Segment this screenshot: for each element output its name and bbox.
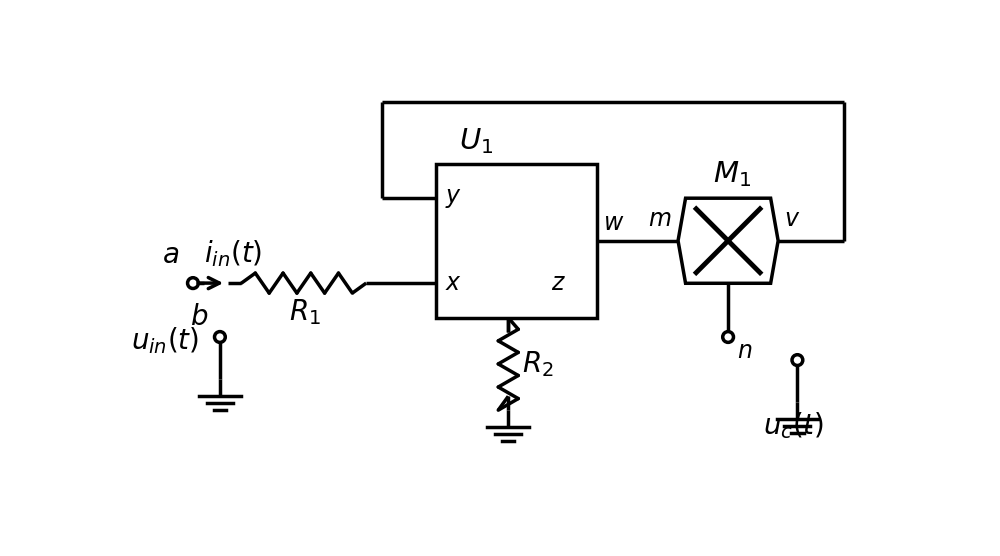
Text: $m$: $m$ xyxy=(648,207,672,231)
Text: $n$: $n$ xyxy=(737,339,753,363)
Text: $U_1$: $U_1$ xyxy=(459,126,493,156)
Bar xyxy=(436,163,597,317)
Circle shape xyxy=(188,277,198,289)
Circle shape xyxy=(723,331,733,342)
Text: $y$: $y$ xyxy=(445,186,462,210)
Text: $z$: $z$ xyxy=(551,271,566,295)
Text: $R_1$: $R_1$ xyxy=(289,297,321,327)
Text: $b$: $b$ xyxy=(190,303,208,331)
Text: $v$: $v$ xyxy=(784,207,801,231)
Circle shape xyxy=(792,355,803,365)
Circle shape xyxy=(215,331,225,342)
Text: $i_{in}(t)$: $i_{in}(t)$ xyxy=(204,239,263,269)
Polygon shape xyxy=(678,198,778,284)
Text: $w$: $w$ xyxy=(603,211,625,235)
Text: $u_c(t)$: $u_c(t)$ xyxy=(763,410,824,441)
Text: $a$: $a$ xyxy=(162,241,179,269)
Text: $x$: $x$ xyxy=(445,271,462,295)
Text: $M_1$: $M_1$ xyxy=(713,159,751,189)
Text: $u_{in}(t)$: $u_{in}(t)$ xyxy=(131,325,200,356)
Text: $R_2$: $R_2$ xyxy=(522,349,554,379)
